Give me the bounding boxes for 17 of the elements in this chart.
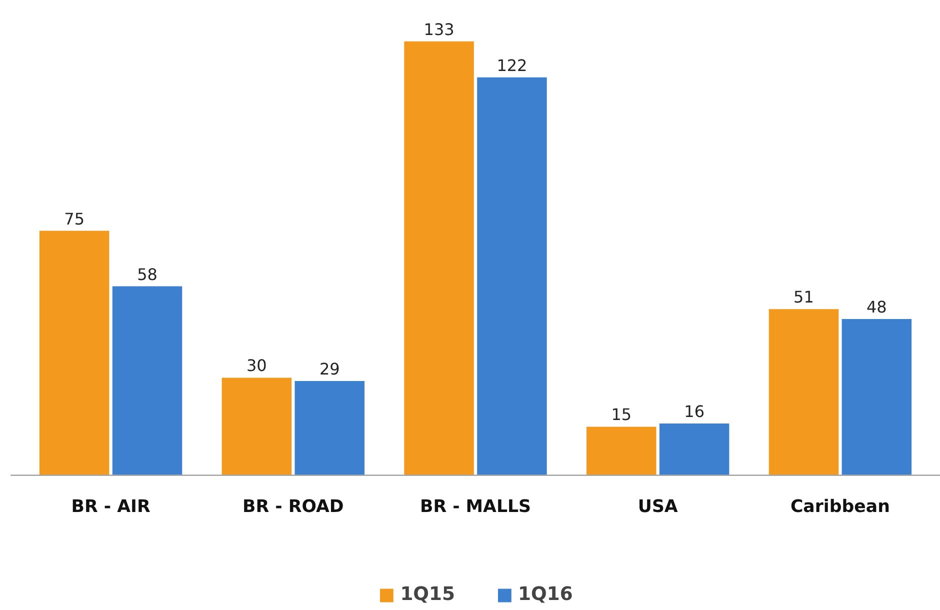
data-label: 30 [246,356,267,376]
data-label: 133 [424,20,454,39]
x-tick-label: BR - MALLS [420,497,532,518]
x-tick-label: Caribbean [790,497,890,518]
x-tick-label: BR - AIR [71,497,150,518]
data-label: 75 [64,209,85,228]
data-label: 16 [684,402,705,421]
data-label: 29 [319,360,340,379]
legend-label: 1Q15 [400,584,455,605]
data-label: 48 [866,297,887,316]
data-label: 51 [794,288,814,307]
data-label: 15 [611,405,632,424]
x-tick-label: USA [638,497,678,518]
data-label: 58 [137,264,158,284]
x-tick-label: BR - ROAD [242,497,344,518]
data-label: 122 [496,56,528,75]
legend-label: 1Q16 [518,584,573,605]
